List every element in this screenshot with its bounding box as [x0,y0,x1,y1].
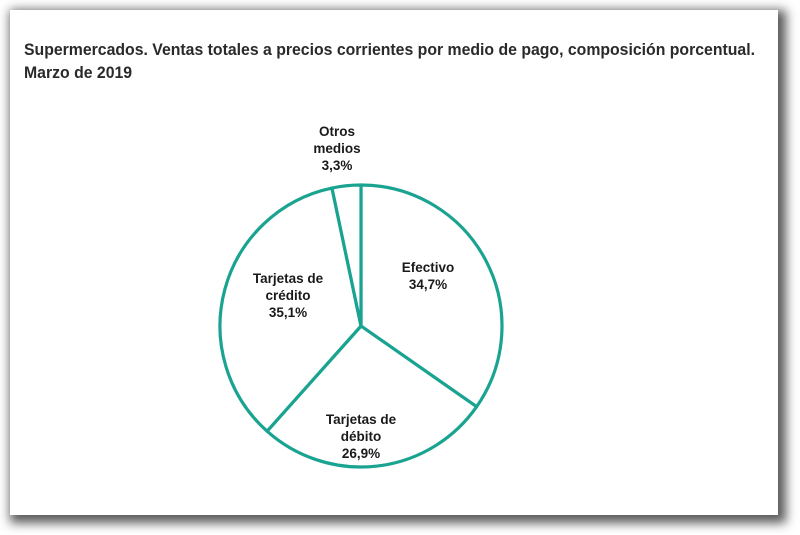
pie-label-otros-medios: Otros medios 3,3% [313,124,360,173]
slice-name-label: medios [313,141,360,156]
slice-value-label: 34,7% [409,277,447,292]
pie-slice-tarjetas-de-credito [218,186,363,433]
chart-title: Supermercados. Ventas totales a precios … [24,38,755,84]
slice-value-label: 35,1% [269,305,307,320]
pie-slice-efectivo [359,183,504,409]
chart-title-line: Supermercados. Ventas totales a precios … [24,40,755,59]
slice-name-label: Tarjetas de [253,271,324,286]
chart-subtitle: Marzo de 2019 [24,63,133,82]
pie-label-tarjetas-de-credito: Tarjetas de crédito 35,1% [253,271,324,320]
pie-label-efectivo: Efectivo 34,7% [402,260,455,292]
slice-name-label: Otros [319,124,355,139]
slice-name-label: Tarjetas de [326,412,397,427]
slice-name-label: débito [341,429,382,444]
pie-label-tarjetas-de-debito: Tarjetas de débito 26,9% [326,412,397,461]
slice-value-label: 26,9% [342,446,380,461]
slice-name-label: Efectivo [402,260,455,275]
slice-name-label: crédito [265,288,310,303]
pie-slice-tarjetas-de-debito [265,324,479,469]
pie-slice-otros-medios [330,183,363,328]
slice-value-label: 3,3% [322,158,353,173]
